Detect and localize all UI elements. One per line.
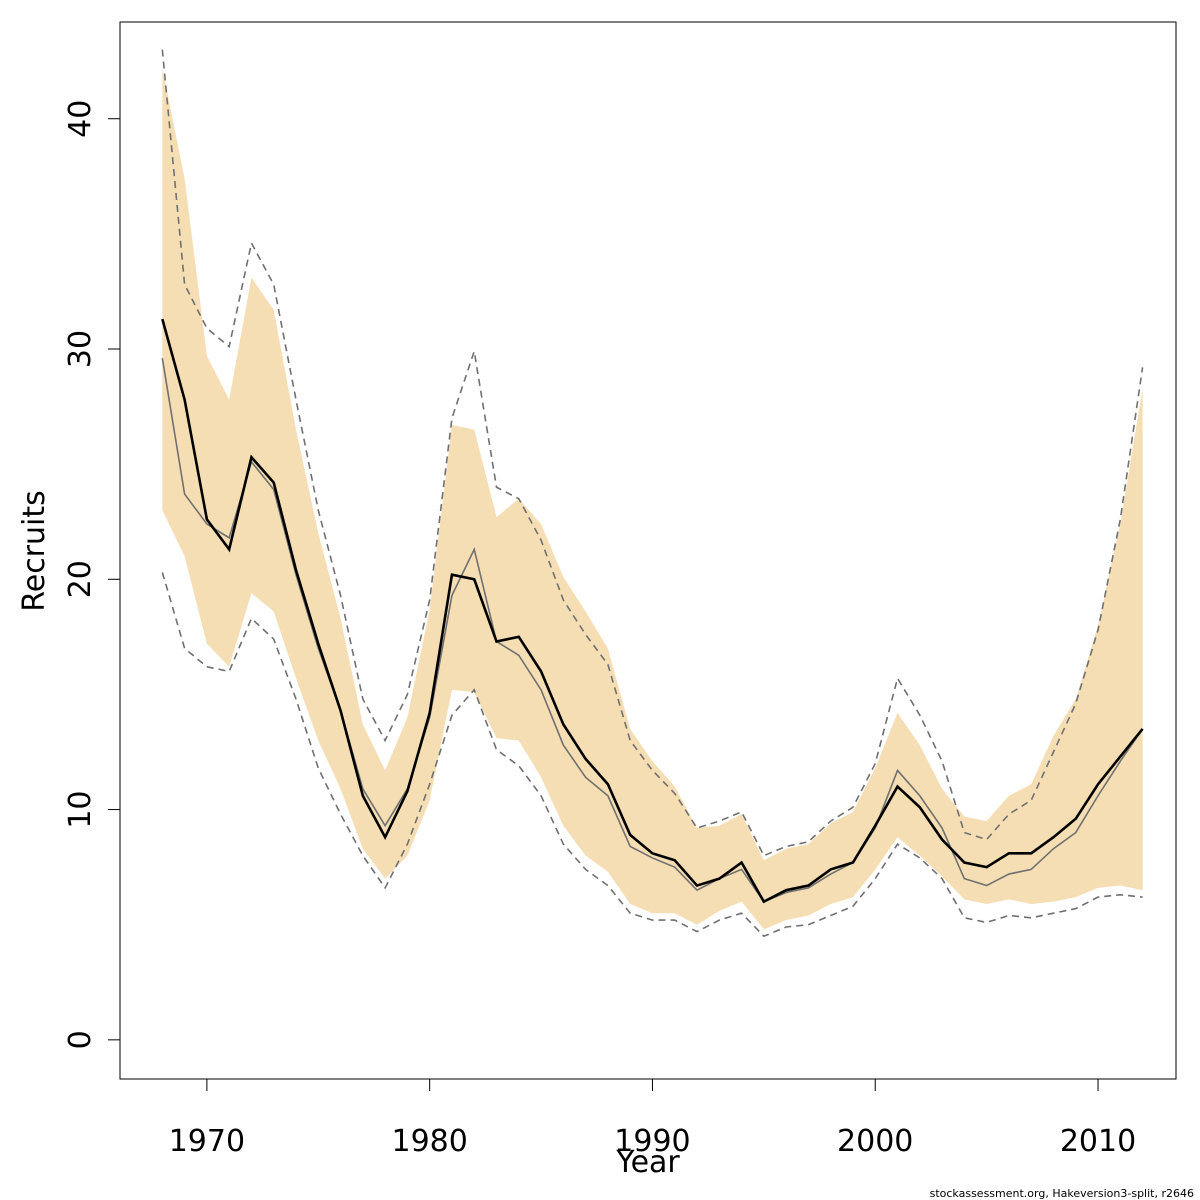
y-tick-label: 40 [63, 100, 98, 138]
y-tick-label: 0 [63, 1030, 98, 1049]
y-tick-label: 10 [63, 790, 98, 828]
black-line-series [161, 318, 1144, 904]
y-axis-title: Recruits [17, 490, 52, 612]
x-axis-title: Year [615, 1145, 680, 1180]
dashed-upper-series [161, 49, 1144, 857]
y-tick-label: 30 [63, 330, 98, 368]
confidence-band [162, 68, 1143, 930]
x-tick-label: 1990 [614, 1124, 690, 1159]
y-tick-label: 20 [63, 560, 98, 598]
x-tick-label: 2010 [1060, 1124, 1136, 1159]
dashed-lower-series [161, 572, 1143, 938]
footer-credit: stockassessment.org, Hakeversion3-split,… [930, 1187, 1194, 1200]
x-tick-label: 2000 [837, 1124, 913, 1159]
x-tick-label: 1970 [169, 1124, 245, 1159]
plot-frame [119, 21, 1177, 1080]
x-tick-label: 1980 [391, 1124, 467, 1159]
